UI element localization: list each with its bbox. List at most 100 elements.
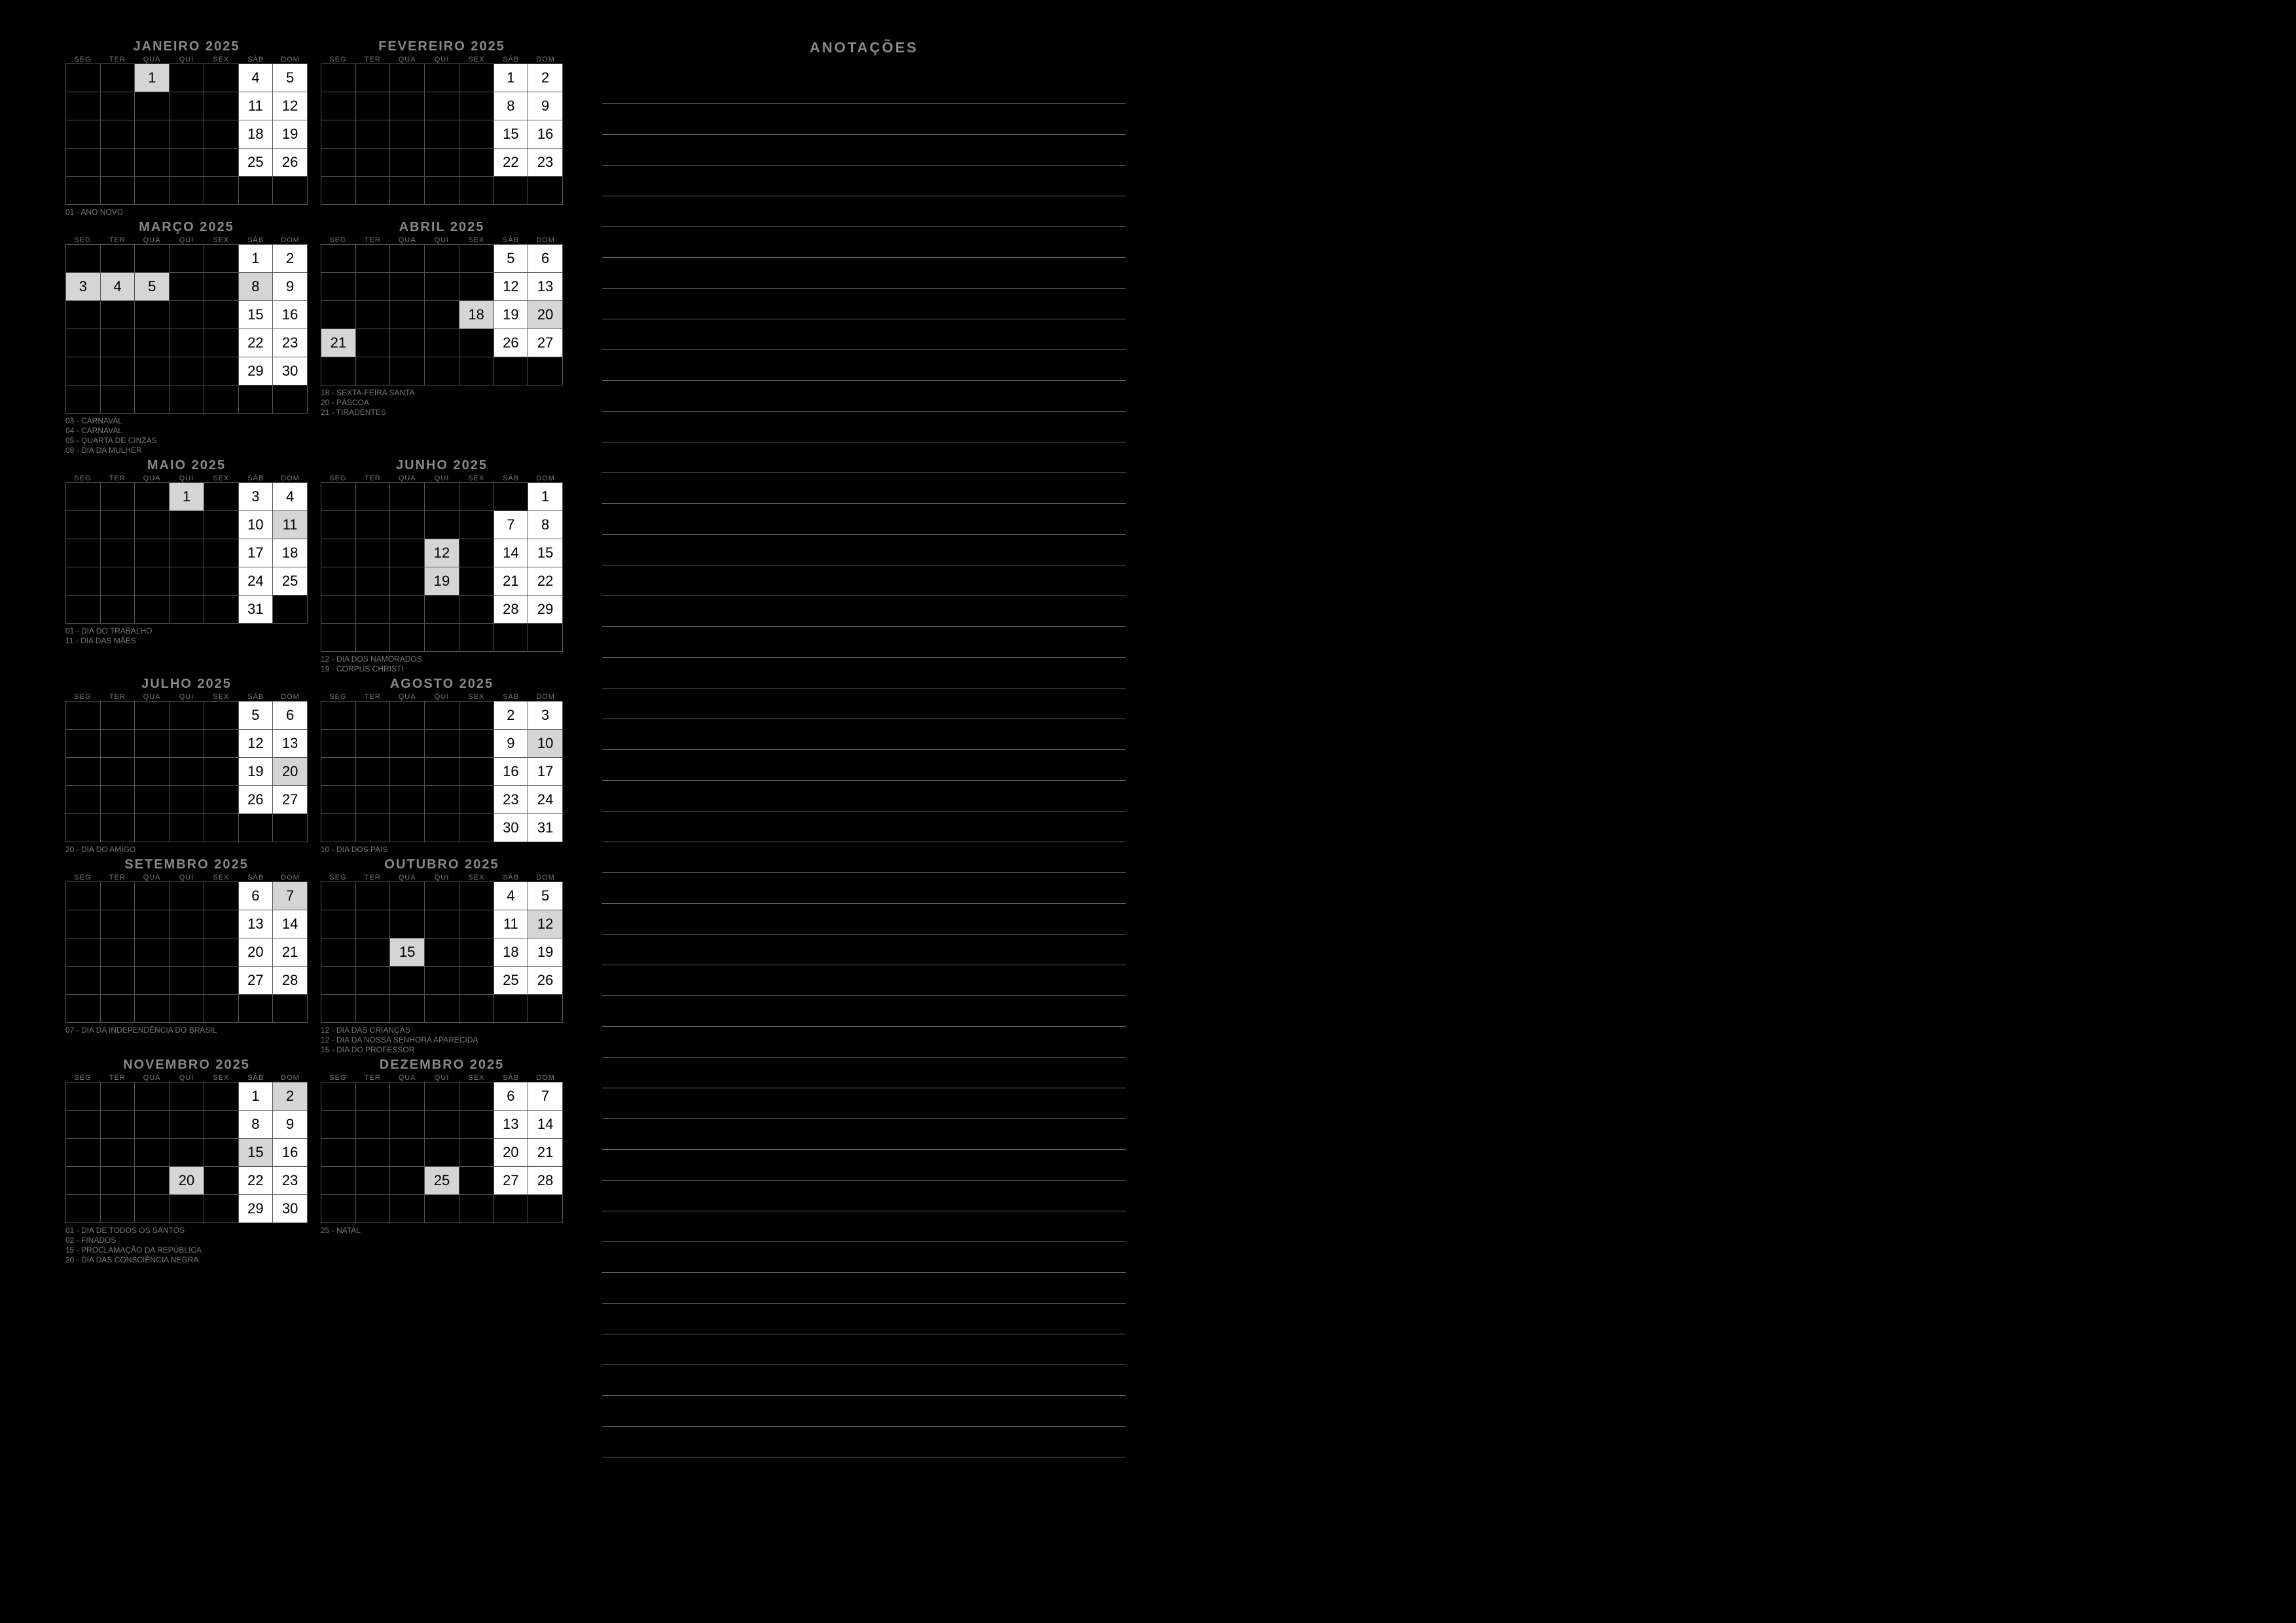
- note-line[interactable]: [602, 473, 1126, 504]
- day-cell: 12: [204, 910, 238, 938]
- note-line[interactable]: [602, 289, 1126, 319]
- dow-label: SÁB: [238, 56, 273, 63]
- day-cell: 19: [459, 1139, 493, 1167]
- note-line[interactable]: [602, 1396, 1126, 1427]
- month: JANEIRO 2025SEGTERQUAQUISEXSÁBDOM1234567…: [65, 39, 308, 217]
- day-cell: 9: [273, 1111, 308, 1139]
- dow-label: DOM: [528, 693, 563, 701]
- note-line[interactable]: [602, 1304, 1126, 1334]
- day-cell: 23: [273, 329, 308, 357]
- empty-cell: [100, 483, 135, 511]
- note-line[interactable]: [602, 1058, 1126, 1088]
- note-line[interactable]: [602, 1150, 1126, 1181]
- empty-cell: [493, 177, 528, 205]
- day-cell: 23: [321, 596, 356, 624]
- day-cell: 4: [459, 245, 493, 273]
- note-line[interactable]: [602, 658, 1126, 688]
- dow-label: QUA: [135, 56, 170, 63]
- day-cell: 8: [238, 273, 273, 301]
- day-cell: 29: [238, 357, 273, 385]
- note-line[interactable]: [602, 904, 1126, 935]
- day-cell: 18: [390, 567, 425, 596]
- day-cell: 20: [493, 1139, 528, 1167]
- note-line[interactable]: [602, 412, 1126, 442]
- day-of-week-header: SEGTERQUAQUISEXSÁBDOM: [321, 874, 563, 882]
- empty-cell: [135, 1082, 170, 1111]
- note-line[interactable]: [602, 535, 1126, 565]
- empty-cell: [355, 483, 390, 511]
- note-line[interactable]: [602, 504, 1126, 535]
- footnote: 10 - DIA DOS PAIS: [321, 845, 563, 855]
- note-line[interactable]: [602, 1119, 1126, 1150]
- note-line[interactable]: [602, 1027, 1126, 1058]
- footnote: 15 - DIA DO PROFESSOR: [321, 1045, 563, 1055]
- note-line[interactable]: [602, 227, 1126, 258]
- note-line[interactable]: [602, 104, 1126, 135]
- note-line[interactable]: [602, 812, 1126, 842]
- note-line[interactable]: [602, 350, 1126, 381]
- day-cell: 12: [135, 1139, 170, 1167]
- note-line[interactable]: [602, 781, 1126, 812]
- note-line[interactable]: [602, 319, 1126, 350]
- footnote: 11 - DIA DAS MÃES: [65, 636, 308, 646]
- note-line[interactable]: [602, 258, 1126, 289]
- day-cell: 30: [273, 1195, 308, 1223]
- note-line[interactable]: [602, 688, 1126, 719]
- day-cell: 29: [528, 596, 563, 624]
- dow-label: QUI: [425, 236, 459, 244]
- day-cell: 8: [528, 511, 563, 539]
- dow-label: DOM: [528, 1074, 563, 1082]
- day-cell: 10: [425, 273, 459, 301]
- month-title: MARÇO 2025: [65, 220, 308, 235]
- dow-label: SÁB: [493, 236, 528, 244]
- note-line[interactable]: [602, 166, 1126, 196]
- month-title: NOVEMBRO 2025: [65, 1058, 308, 1073]
- note-line[interactable]: [602, 442, 1126, 473]
- day-cell: 31: [204, 177, 238, 205]
- day-cell: 8: [355, 273, 390, 301]
- note-line[interactable]: [602, 1242, 1126, 1273]
- footnote: 12 - DIA DOS NAMORADOS: [321, 654, 563, 664]
- note-line[interactable]: [602, 1211, 1126, 1242]
- note-line[interactable]: [602, 1334, 1126, 1365]
- note-line[interactable]: [602, 135, 1126, 166]
- day-cell: 18: [493, 938, 528, 967]
- day-cell: 21: [493, 567, 528, 596]
- note-line[interactable]: [602, 965, 1126, 996]
- day-cell: 4: [238, 64, 273, 92]
- day-cell: 15: [135, 120, 170, 149]
- dow-label: TER: [355, 693, 390, 701]
- day-cell: 11: [321, 758, 356, 786]
- note-line[interactable]: [602, 935, 1126, 965]
- day-cell: 30: [100, 995, 135, 1023]
- note-line[interactable]: [602, 1365, 1126, 1396]
- dow-label: SEX: [204, 1074, 238, 1082]
- note-line[interactable]: [602, 996, 1126, 1027]
- empty-cell: [390, 624, 425, 652]
- empty-cell: [204, 995, 238, 1023]
- empty-cell: [238, 995, 273, 1023]
- notes-title: ANOTAÇÕES: [602, 39, 1126, 56]
- note-line[interactable]: [602, 719, 1126, 750]
- note-line[interactable]: [602, 565, 1126, 596]
- dow-label: SEX: [459, 693, 493, 701]
- note-line[interactable]: [602, 1088, 1126, 1119]
- note-line[interactable]: [602, 1181, 1126, 1211]
- month-row: MARÇO 2025SEGTERQUAQUISEXSÁBDOM123456789…: [65, 220, 576, 455]
- note-line[interactable]: [602, 1427, 1126, 1457]
- day-cell: 12: [528, 910, 563, 938]
- note-line[interactable]: [602, 596, 1126, 627]
- note-line[interactable]: [602, 627, 1126, 658]
- day-cell: 13: [390, 758, 425, 786]
- empty-cell: [204, 814, 238, 842]
- note-line[interactable]: [602, 196, 1126, 227]
- note-line[interactable]: [602, 381, 1126, 412]
- note-line[interactable]: [602, 842, 1126, 873]
- note-line[interactable]: [602, 750, 1126, 781]
- note-line[interactable]: [602, 1273, 1126, 1304]
- note-line[interactable]: [602, 873, 1126, 904]
- day-cell: 30: [204, 596, 238, 624]
- day-cell: 3: [170, 702, 204, 730]
- note-line[interactable]: [602, 73, 1126, 104]
- footnote: 15 - PROCLAMAÇÃO DA REPÚBLICA: [65, 1245, 308, 1255]
